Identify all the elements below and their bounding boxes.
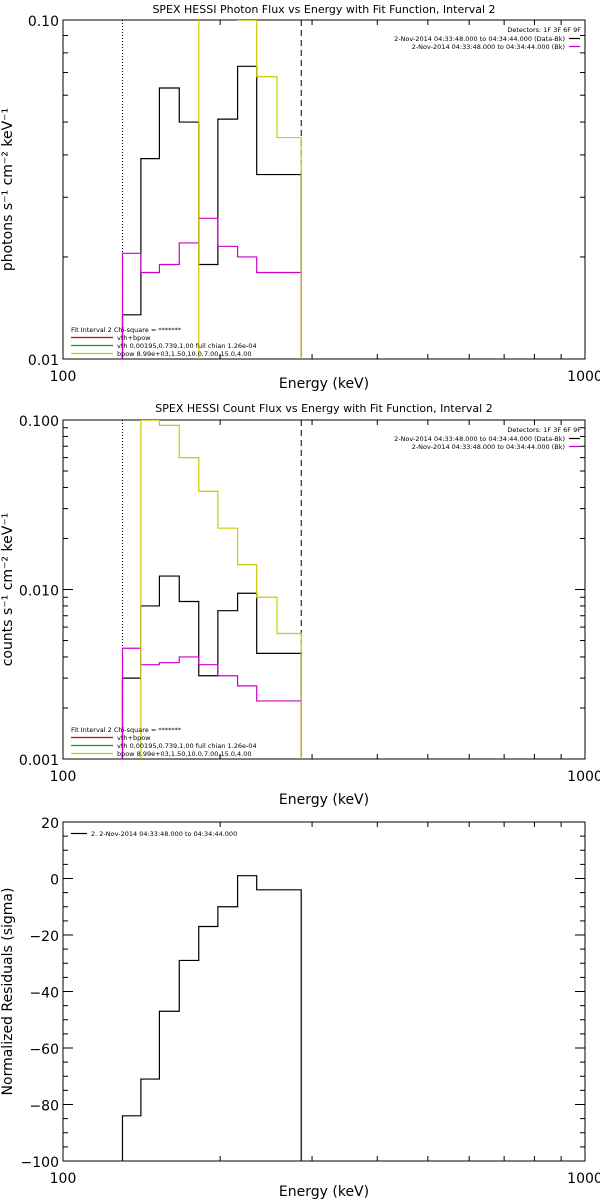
x-axis-label: Energy (keV) [279, 1184, 369, 1200]
y-tick-label: 0 [50, 873, 59, 889]
legend-header: Detectors: 1F 3F 6F 9F [507, 26, 581, 34]
y-tick-label: 0.010 [19, 584, 59, 600]
y-axis-label: Normalized Residuals (sigma) [0, 888, 16, 1096]
legend-header: Fit Interval 2 Chi-square = ******* [71, 726, 182, 734]
x-tick-label: 1000 [567, 369, 600, 385]
legend-entry-text: 2. 2-Nov-2014 04:33:48.000 to 04:34:44.0… [91, 830, 237, 838]
legend-entry-text: bpow 8.99e+03,1.50,10.0,7.00,15.0,4.00 [117, 750, 252, 758]
legend-bottom-left: Fit Interval 2 Chi-square = *******vth+b… [71, 326, 257, 358]
series-1 [121, 875, 302, 1161]
legend-entry-text: vth+bpow [117, 734, 151, 742]
legend-entry-text: bpow 8.99e+03,1.50,10.0,7.00,15.0,4.00 [117, 350, 252, 358]
series-3 [140, 420, 302, 759]
x-tick-label: 100 [50, 369, 77, 385]
y-axis-label: counts s⁻¹ cm⁻² keV⁻¹ [0, 513, 16, 667]
x-tick-label: 100 [50, 769, 77, 785]
chart-panel-1: SPEX HESSI Photon Flux vs Energy with Fi… [0, 3, 600, 392]
legend-header: Fit Interval 2 Chi-square = ******* [71, 326, 182, 334]
legend-entry-text: vth 0.00195,0.739,1.00 full chian 1.26e-… [117, 342, 257, 350]
y-tick-label: 0.100 [19, 414, 59, 430]
y-tick-label: 0.10 [28, 14, 59, 30]
y-tick-label: −80 [29, 1099, 59, 1115]
y-axis-label: photons s⁻¹ cm⁻² keV⁻¹ [0, 108, 16, 271]
y-tick-label: −20 [29, 929, 59, 945]
chart-panel-2: SPEX HESSI Count Flux vs Energy with Fit… [0, 402, 600, 808]
series-3-line [140, 420, 302, 759]
x-tick-label: 100 [50, 1171, 77, 1187]
x-tick-label: 1000 [567, 769, 600, 785]
series-1-line [121, 875, 302, 1161]
legend-entry-text: vth 0.00195,0.739,1.00 full chian 1.26e-… [117, 742, 257, 750]
chart-title: SPEX HESSI Photon Flux vs Energy with Fi… [152, 3, 495, 16]
legend-header: Detectors: 1F 3F 6F 9F [507, 426, 581, 434]
series-3 [198, 20, 302, 359]
series-1-line [121, 65, 302, 359]
series-3-line [198, 20, 302, 359]
legend-top-right: Detectors: 1F 3F 6F 9F2-Nov-2014 04:33:4… [394, 426, 581, 451]
chart-panel-3: 100 1000 Energy (keV) 20 0 −20 −40 −60 −80 −100 No… [0, 816, 600, 1200]
legend-entry-text: 2-Nov-2014 04:33:48.000 to 04:34:44.000 … [394, 35, 565, 43]
legend-entry-text: 2-Nov-2014 04:33:48.000 to 04:34:44.000 … [394, 435, 565, 443]
y-tick-label: 0.01 [28, 353, 59, 369]
y-tick-label: −40 [29, 986, 59, 1002]
x-axis-label: Energy (keV) [279, 792, 369, 808]
chart-title: SPEX HESSI Count Flux vs Energy with Fit… [155, 402, 492, 415]
legend-bottom-left: Fit Interval 2 Chi-square = *******vth+b… [71, 726, 257, 758]
y-tick-label: 0.001 [19, 753, 59, 769]
legend-entry-text: 2-Nov-2014 04:33:48.000 to 04:34:44.000 … [412, 43, 565, 51]
legend-entry-text: vth+bpow [117, 334, 151, 342]
plot-frame [62, 19, 586, 360]
legend-top-right: Detectors: 1F 3F 6F 9F2-Nov-2014 04:33:4… [394, 26, 581, 51]
y-tick-label: −100 [21, 1155, 59, 1171]
y-tick-label: 20 [41, 816, 59, 832]
x-tick-label: 1000 [567, 1171, 600, 1187]
series-1 [121, 65, 302, 359]
y-tick-label: −60 [29, 1042, 59, 1058]
x-axis-label: Energy (keV) [279, 376, 369, 392]
legend-entry-text: 2-Nov-2014 04:33:48.000 to 04:34:44.000 … [412, 443, 565, 451]
legend-top-left: 2. 2-Nov-2014 04:33:48.000 to 04:34:44.0… [71, 830, 237, 838]
